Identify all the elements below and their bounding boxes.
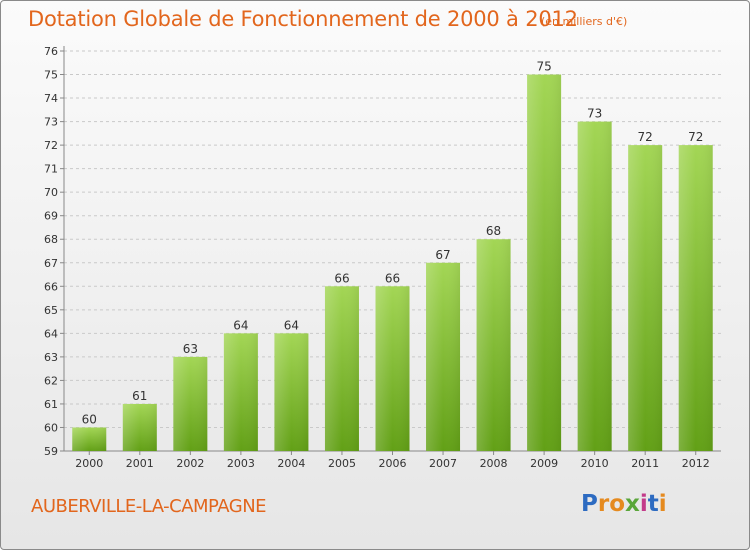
x-tick-label: 2003 bbox=[227, 457, 255, 470]
bars bbox=[72, 74, 713, 452]
data-label: 68 bbox=[486, 224, 501, 238]
y-tick-label: 64 bbox=[44, 327, 58, 340]
bar-shading bbox=[324, 286, 359, 451]
y-tick-label: 62 bbox=[44, 374, 58, 387]
data-label: 67 bbox=[435, 248, 450, 262]
data-labels: 60 61 63 64 64 66 66 67 68 75 73 72 72 bbox=[82, 60, 704, 427]
bar-shading bbox=[527, 74, 562, 451]
x-tick-label: 2002 bbox=[176, 457, 204, 470]
x-tick-label: 2001 bbox=[126, 457, 154, 470]
y-tick-label: 65 bbox=[44, 304, 58, 317]
axes: 59 60 61 62 63 64 65 66 67 68 69 70 71 72 73 74 75 76 2000… bbox=[44, 45, 721, 470]
logo-letter: P bbox=[581, 491, 598, 517]
proxiti-logo[interactable]: Proxiti bbox=[581, 491, 667, 517]
y-tick-label: 59 bbox=[44, 445, 58, 458]
data-label: 64 bbox=[233, 318, 248, 332]
data-label: 64 bbox=[284, 318, 299, 332]
x-tick-label: 2011 bbox=[631, 457, 659, 470]
bar-shading bbox=[375, 286, 410, 451]
x-tick-label: 2012 bbox=[682, 457, 710, 470]
logo-letter: x bbox=[625, 491, 640, 517]
y-tick-label: 69 bbox=[44, 210, 58, 223]
data-label: 66 bbox=[334, 271, 349, 285]
bar-shading bbox=[223, 333, 258, 451]
bar-shading bbox=[72, 427, 107, 451]
bar-shading bbox=[122, 403, 157, 451]
x-tick-label: 2007 bbox=[429, 457, 457, 470]
location-name: AUBERVILLE-LA-CAMPAGNE bbox=[31, 496, 267, 517]
y-tick-label: 73 bbox=[44, 116, 58, 129]
y-tick-label: 76 bbox=[44, 45, 58, 58]
data-label: 60 bbox=[82, 412, 97, 426]
data-label: 75 bbox=[536, 60, 551, 74]
y-tick-label: 61 bbox=[44, 398, 58, 411]
x-tick-label: 2000 bbox=[75, 457, 103, 470]
bar-shading bbox=[678, 145, 713, 451]
logo-letter: o bbox=[609, 491, 626, 517]
data-label: 72 bbox=[688, 130, 703, 144]
bar-shading bbox=[577, 121, 612, 452]
bar-shading bbox=[173, 356, 208, 451]
bar-shading bbox=[628, 145, 663, 451]
y-tick-label: 75 bbox=[44, 69, 58, 82]
x-tick-label: 2009 bbox=[530, 457, 558, 470]
x-tick-label: 2006 bbox=[379, 457, 407, 470]
bar-shading bbox=[274, 333, 309, 451]
x-tick-label: 2005 bbox=[328, 457, 356, 470]
data-label: 72 bbox=[638, 130, 653, 144]
bar-shading bbox=[476, 239, 511, 451]
y-tick-label: 66 bbox=[44, 280, 58, 293]
data-label: 66 bbox=[385, 271, 400, 285]
y-tick-label: 63 bbox=[44, 351, 58, 364]
logo-letter: t bbox=[647, 491, 659, 517]
y-tick-label: 70 bbox=[44, 186, 58, 199]
chart-title: Dotation Globale de Fonctionnement de 20… bbox=[28, 7, 578, 31]
y-tick-label: 60 bbox=[44, 421, 58, 434]
x-tick-label: 2008 bbox=[480, 457, 508, 470]
chart-unit: (en milliers d'€) bbox=[541, 15, 628, 28]
y-tick-label: 74 bbox=[44, 92, 58, 105]
y-tick-label: 67 bbox=[44, 257, 58, 270]
logo-letter: i bbox=[639, 491, 648, 517]
bar-shading bbox=[426, 262, 461, 451]
data-label: 63 bbox=[183, 342, 198, 356]
x-tick-label: 2010 bbox=[581, 457, 609, 470]
data-label: 61 bbox=[132, 389, 147, 403]
data-label: 73 bbox=[587, 107, 602, 121]
logo-letter: r bbox=[597, 491, 610, 517]
logo-letter: i bbox=[658, 491, 667, 517]
y-tick-label: 72 bbox=[44, 139, 58, 152]
y-tick-label: 68 bbox=[44, 233, 58, 246]
y-tick-label: 71 bbox=[44, 163, 58, 176]
x-tick-label: 2004 bbox=[277, 457, 305, 470]
